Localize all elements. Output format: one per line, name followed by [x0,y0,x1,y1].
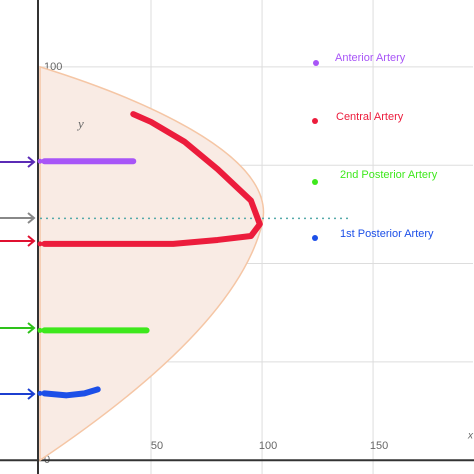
arrow [0,235,36,247]
axis-dot [37,327,43,333]
axis-dot [37,390,43,396]
x-tick-label: 100 [259,440,277,452]
x-tick-label: 50 [151,440,163,452]
legend-label: 2nd Posterior Artery [340,169,438,181]
legend-dot [313,60,319,66]
axis-dot [37,158,43,164]
arrow [0,322,36,334]
artery-line [41,111,263,247]
y-axis-label: y [76,116,84,131]
artery-line [41,386,101,399]
arrows [0,156,36,400]
arrow [0,388,36,400]
legend-label: Anterior Artery [335,52,406,64]
x-axis-label: x [467,431,474,442]
plot [37,65,351,462]
legend-dot [312,235,318,241]
arrow [0,156,36,168]
legend-label: 1st Posterior Artery [340,228,434,240]
legend-dot [312,118,318,124]
legend: Anterior Artery Central Artery 2nd Poste… [312,52,438,241]
arrow [0,212,36,224]
legend-dot [312,179,318,185]
legend-label: Central Artery [336,111,404,123]
axis-dot [37,241,43,247]
x-tick-label: 150 [370,440,388,452]
profile-area [39,65,265,462]
